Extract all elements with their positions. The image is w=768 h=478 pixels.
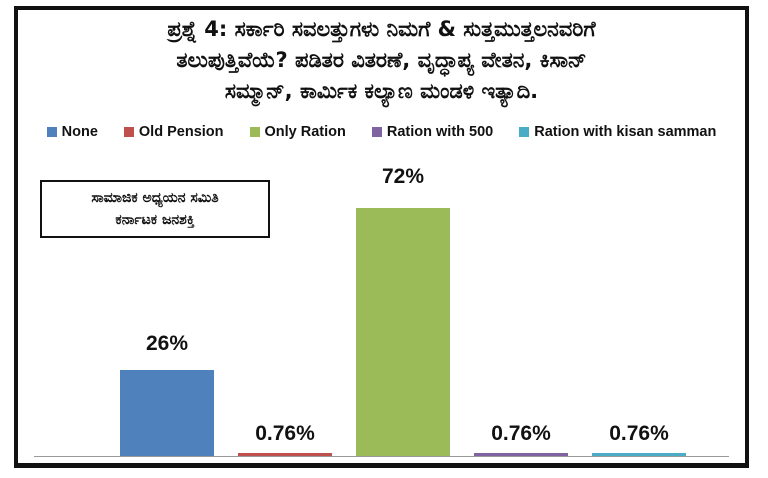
org-line-2: ಕರ್ನಾಟಕ ಜನಶಕ್ತಿ (115, 212, 195, 228)
bar-only-ration (356, 208, 450, 456)
legend-label: Old Pension (138, 124, 224, 140)
legend-item-ration-with-500: Ration with 500 (371, 122, 494, 142)
legend-item-ration-with-kisan-samman: Ration with kisan samman (519, 122, 716, 142)
legend-item-old-pension: Old Pension (123, 122, 224, 142)
legend-swatch-ration-with-500 (371, 127, 382, 137)
legend: None Old Pension Only Ration Ration with… (18, 122, 745, 142)
legend-label: None (61, 124, 98, 140)
legend-item-only-ration: Only Ration (249, 122, 346, 142)
x-axis-line (34, 456, 729, 457)
legend-label: Ration with 500 (386, 124, 494, 140)
chart-title: ಪ್ರಶ್ನೆ 4: ಸರ್ಕಾರಿ ಸವಲತ್ತುಗಳು ನಿಮಗೆ & ಸು… (18, 14, 745, 107)
organization-label-box: ಸಾಮಾಜಿಕ ಅಧ್ಯಯನ ಸಮಿತಿ ಕರ್ನಾಟಕ ಜನಶಕ್ತಿ (40, 180, 270, 238)
bar-value-label: 0.76% (609, 422, 669, 445)
title-line-3: ಸಮ್ಮಾನ್, ಕಾರ್ಮಿಕ ಕಲ್ಯಾಣ ಮಂಡಳಿ ಇತ್ಯಾದಿ. (224, 79, 539, 103)
legend-swatch-old-pension (123, 127, 134, 137)
legend-label: Ration with kisan samman (534, 124, 717, 140)
bar-ration-with-500 (474, 453, 568, 456)
bar-old-pension (238, 453, 332, 456)
title-line-2: ತಲುಪುತ್ತಿವೆಯೆ? ಪಡಿತರ ವಿತರಣೆ, ವೃದ್ಧಾಪ್ಯ ವ… (176, 48, 587, 72)
title-line-1: ಪ್ರಶ್ನೆ 4: ಸರ್ಕಾರಿ ಸವಲತ್ತುಗಳು ನಿಮಗೆ & ಸು… (167, 17, 596, 41)
bar-none (120, 370, 214, 456)
chart-frame: ಪ್ರಶ್ನೆ 4: ಸರ್ಕಾರಿ ಸವಲತ್ತುಗಳು ನಿಮಗೆ & ಸು… (14, 6, 749, 468)
plot-area: 26% 0.76% 72% 0.76% 0.76% (34, 160, 729, 457)
legend-swatch-ration-with-kisan-samman (519, 127, 530, 137)
bar-value-label: 72% (381, 165, 425, 188)
legend-swatch-none (46, 127, 57, 137)
legend-label: Only Ration (264, 124, 346, 140)
bar-value-label: 0.76% (255, 422, 315, 445)
legend-swatch-only-ration (249, 127, 260, 137)
org-line-1: ಸಾಮಾಜಿಕ ಅಧ್ಯಯನ ಸಮಿತಿ (91, 190, 219, 206)
bar-value-label: 0.76% (491, 422, 551, 445)
bar-ration-with-kisan-samman (592, 453, 686, 456)
bar-value-label: 26% (145, 332, 189, 355)
legend-item-none: None (46, 122, 98, 142)
